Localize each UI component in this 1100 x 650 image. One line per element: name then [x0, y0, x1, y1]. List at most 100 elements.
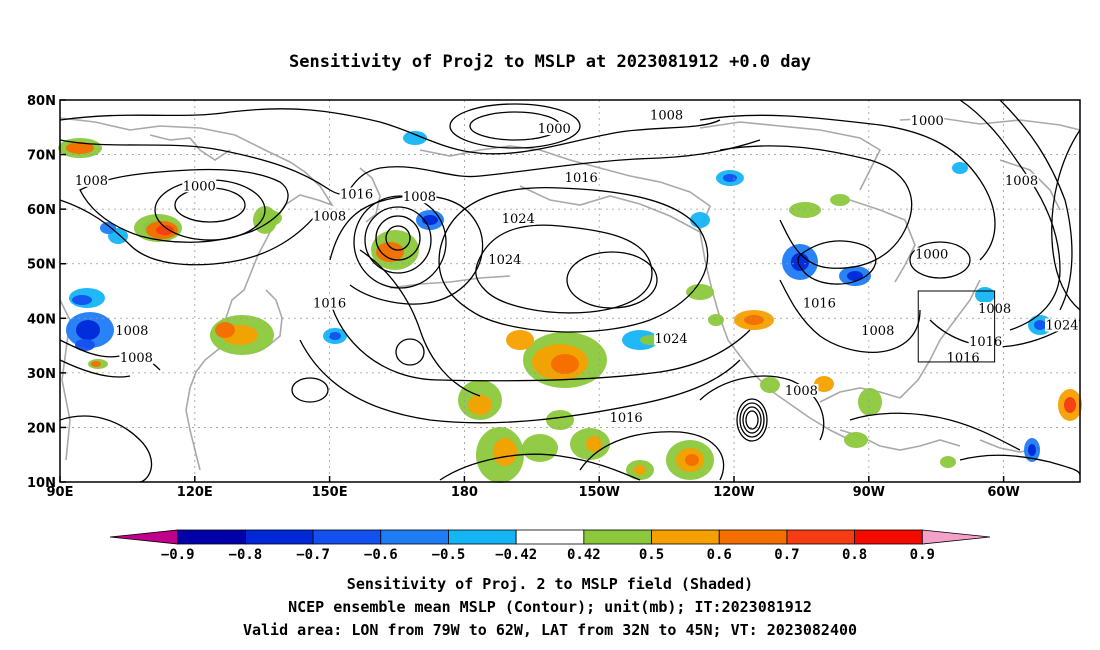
shaded-patch [258, 210, 282, 226]
contour-label-bg [654, 332, 689, 346]
shaded-patch [789, 202, 821, 218]
colorbar-swatch [583, 529, 652, 545]
caption-line-1: Sensitivity of Proj. 2 to MSLP field (Sh… [346, 575, 754, 593]
contour-label-bg [609, 411, 644, 425]
colorbar-label: −0.6 [364, 547, 398, 563]
shaded-patch [403, 131, 427, 145]
contour-label: 1016 [565, 171, 598, 186]
contour-label: 1024 [488, 253, 521, 268]
contour-label-bg [860, 323, 895, 337]
contour-label-bg [784, 383, 819, 397]
colorbar-label: −0.9 [161, 547, 195, 563]
y-tick-label: 10N [27, 476, 56, 491]
contour-label: 1016 [610, 411, 643, 426]
contour-label: 1008 [313, 209, 346, 224]
contour-label: 1000 [915, 248, 948, 263]
shaded-patch [708, 314, 724, 326]
shaded-patch [634, 465, 646, 475]
contour-label-bg [914, 247, 949, 261]
contour-label: 1008 [650, 108, 683, 123]
colorbar-label: 0.8 [842, 547, 867, 563]
plot-frame [59, 99, 1081, 483]
contour-label: 1008 [1005, 174, 1038, 189]
colorbar-swatch [854, 529, 923, 545]
shaded-patch [1064, 397, 1076, 413]
contour-label: 1000 [911, 114, 944, 129]
colorbar-label: −0.5 [432, 547, 466, 563]
y-tick-label: 50N [27, 258, 56, 273]
caption-line-2: NCEP ensemble mean MSLP (Contour); unit(… [288, 598, 812, 616]
colorbar-label: −0.42 [495, 547, 537, 563]
colorbar-swatch [312, 529, 382, 545]
contour-label: 1000 [538, 122, 571, 137]
contour-label-bg [312, 209, 347, 223]
shaded-patch [376, 242, 404, 262]
shaded-patch [830, 194, 850, 206]
contour-label: 1008 [120, 351, 153, 366]
shaded-patch [723, 174, 737, 182]
contour-label-bg [119, 351, 154, 365]
colorbar-swatch [786, 529, 856, 545]
x-tick-label: 180 [451, 485, 478, 500]
shaded-patch [1028, 444, 1036, 456]
contour-label: 1008 [115, 324, 148, 339]
contour-label-bg [74, 173, 109, 187]
shaded-patch [66, 142, 94, 154]
shaded-patch [76, 320, 100, 340]
colorbar-swatch [244, 529, 314, 545]
contour-label-bg [501, 212, 536, 226]
x-tick-label: 150W [578, 485, 619, 500]
mslp-contours [59, 99, 1081, 483]
y-tick-label: 70N [27, 149, 56, 164]
contour-label: 1024 [1045, 318, 1078, 333]
axis-ticks: 90E 120E 150E 180 150W 120W 90W 60W 10N 20N 30N 40N… [27, 94, 1020, 500]
shaded-patch [506, 330, 534, 350]
shaded-patch [329, 332, 341, 340]
shaded-patch [686, 284, 714, 300]
contour-labels: 1000 1008 1000 1016 1008 1000 1016 1008 1008 1024… [74, 108, 1080, 426]
shaded-patch [493, 438, 517, 466]
shaded-patch [586, 436, 602, 452]
contour-label: 1016 [340, 188, 373, 203]
shaded-patch [760, 377, 780, 393]
contour-label: 1008 [861, 324, 894, 339]
contour-label-bg [802, 296, 837, 310]
colorbar-swatch [380, 529, 449, 545]
x-tick-label: 60W [987, 485, 1019, 500]
shaded-patch [522, 434, 558, 462]
contour-label: 1016 [803, 297, 836, 312]
colorbar-label: 0.6 [707, 547, 732, 563]
shaded-patch [91, 361, 101, 367]
colorbar-swatch [448, 529, 517, 545]
colorbar: −0.9 −0.8 −0.7 −0.6 −0.5 −0.42 0.42 0.5 0.6 0.7 0.… [109, 529, 991, 563]
shaded-patch [814, 376, 834, 392]
x-tick-label: 120W [713, 485, 754, 500]
contour-label-bg [487, 252, 522, 266]
shaded-patch [100, 222, 116, 234]
y-tick-label: 60N [27, 203, 56, 218]
contour-label: 1008 [785, 384, 818, 399]
colorbar-label: −0.8 [229, 547, 263, 563]
contour-label-bg [537, 122, 572, 136]
coastlines [59, 117, 1081, 471]
contour-label-bg [182, 179, 217, 193]
colorbar-swatch [718, 529, 788, 545]
colorbar-min-triangle [109, 529, 179, 545]
shaded-patch [468, 395, 492, 415]
y-tick-label: 40N [27, 312, 56, 327]
contour-label: 1024 [655, 332, 688, 347]
colorbar-label: 0.9 [910, 547, 935, 563]
contour-label: 1016 [969, 335, 1002, 350]
chart-title: Sensitivity of Proj2 to MSLP at 20230819… [289, 52, 811, 72]
map-plot-area: 1000 1008 1000 1016 1008 1000 1016 1008 1008 1024… [58, 99, 1082, 483]
caption-line-3: Valid area: LON from 79W to 62W, LAT fro… [242, 621, 858, 639]
valid-area-box [917, 290, 996, 363]
shaded-patch [952, 162, 968, 174]
shaded-patch [546, 410, 574, 430]
contour-label-bg [946, 351, 981, 365]
contour-label: 1016 [313, 297, 346, 312]
shaded-patch [690, 212, 710, 228]
contour-label-bg [402, 190, 437, 204]
x-tick-label: 90W [853, 485, 885, 500]
shaded-patch [744, 315, 764, 325]
